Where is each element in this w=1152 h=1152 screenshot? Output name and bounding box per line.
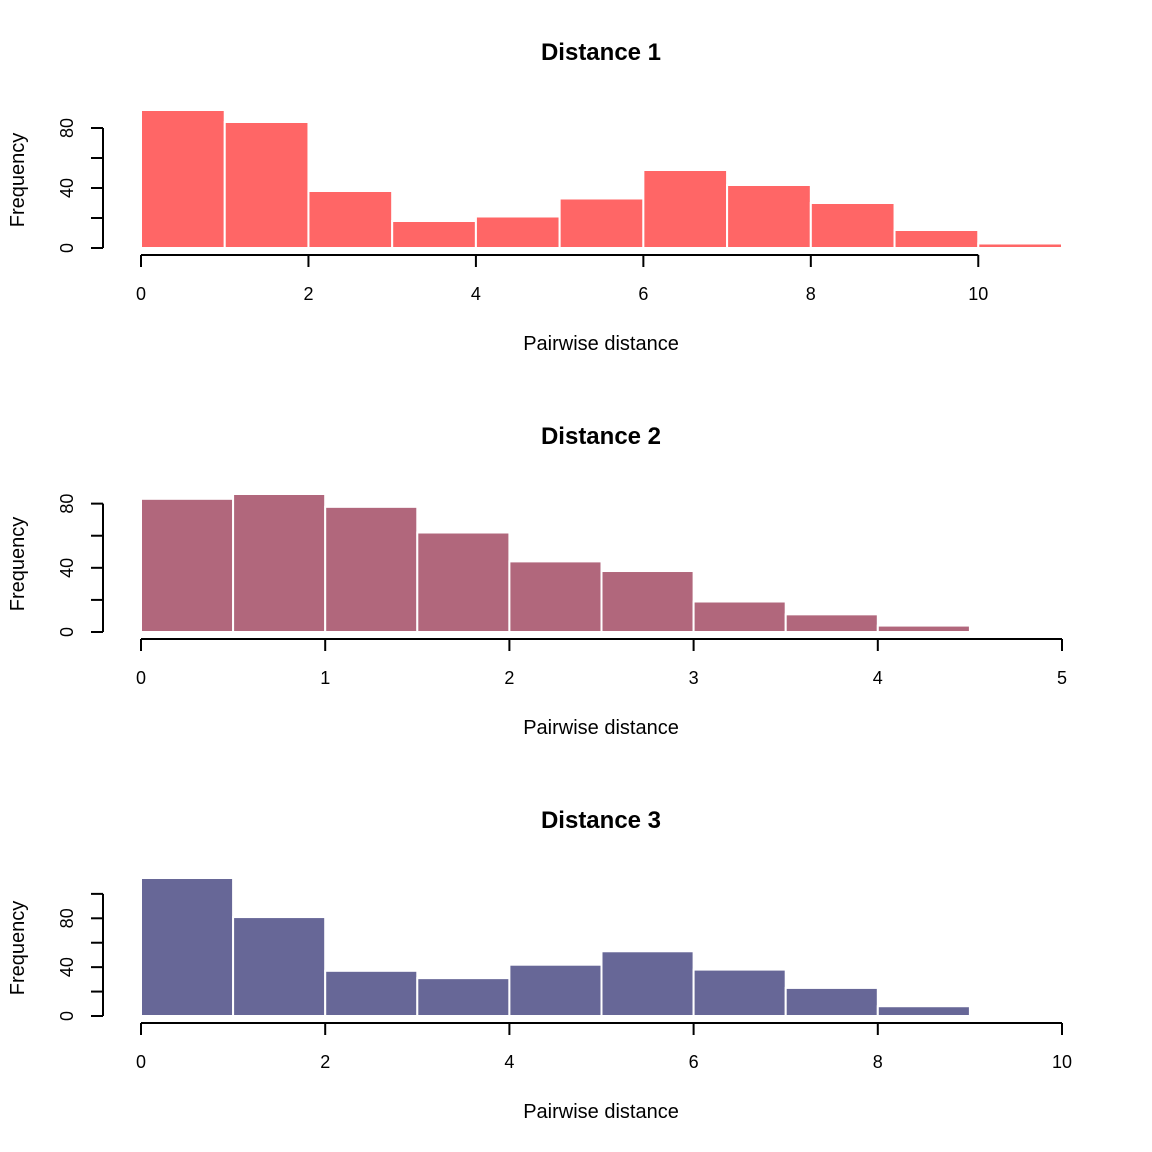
y-axis-label: Frequency [7,901,29,996]
histogram-bar [324,505,419,634]
histogram-bar [508,963,603,1017]
histogram-bar [232,916,327,1018]
histogram-bar [307,190,394,249]
x-tick-label: 4 [471,284,481,304]
x-tick-label: 10 [1052,1052,1072,1072]
chart-title: Distance 1 [541,39,661,66]
y-tick-label: 0 [57,627,77,637]
y-axis-label: Frequency [7,133,29,228]
x-tick-label: 4 [873,668,883,688]
histogram-bar [876,624,971,634]
x-tick-label: 6 [689,1052,699,1072]
histogram-bar [391,220,477,249]
x-tick-label: 6 [638,284,648,304]
x-tick-label: 2 [320,1052,330,1072]
histogram-bar [977,242,1063,249]
histogram-bar [558,197,645,249]
x-tick-label: 5 [1057,668,1067,688]
x-tick-label: 4 [504,1052,514,1072]
histogram-bar [692,968,787,1017]
histogram-bar [784,613,879,633]
y-tick-label: 80 [57,118,77,138]
x-tick-label: 0 [136,1052,146,1072]
y-tick-label: 40 [57,558,77,578]
histogram-bar [726,184,812,249]
histogram-bar [642,169,729,249]
histogram-bar [223,121,310,249]
y-tick-label: 80 [57,908,77,928]
x-tick-label: 0 [136,284,146,304]
x-axis-label: Pairwise distance [523,1101,679,1123]
x-tick-label: 3 [689,668,699,688]
x-tick-label: 8 [806,284,816,304]
histogram-bar [416,531,511,634]
y-tick-label: 40 [57,957,77,977]
histogram-bar [416,977,511,1018]
histogram-bar [140,109,226,249]
y-tick-label: 40 [57,178,77,198]
histogram-bar [474,215,561,249]
histogram-bar [508,560,603,633]
x-tick-label: 8 [873,1052,883,1072]
histogram-bar [876,1005,971,1018]
x-axis-label: Pairwise distance [523,333,679,355]
x-tick-label: 10 [968,284,988,304]
histogram-bar [140,877,235,1017]
histogram-bar [600,570,695,633]
x-tick-label: 2 [303,284,313,304]
histogram-panel-3: Distance 3 0 2 4 6 8 10 Pairwise distance 0 40 80 F… [7,807,1072,1123]
chart-title: Distance 3 [541,807,661,834]
y-tick-label: 0 [57,1011,77,1021]
histogram-bar [600,950,695,1018]
histogram-bar [692,600,787,634]
histogram-bar [232,493,327,633]
histogram-panel-1: Distance 1 0 2 4 6 8 10 Pairwise distance 0 40 80 F… [7,39,1063,355]
histogram-bar [893,229,980,249]
chart-title: Distance 2 [541,423,661,450]
y-tick-label: 0 [57,243,77,253]
y-tick-label: 80 [57,494,77,514]
histogram-bar [324,969,419,1017]
x-tick-label: 2 [504,668,514,688]
x-tick-label: 0 [136,668,146,688]
histogram-bar [784,986,879,1017]
histogram-panel-2: Distance 2 0 1 2 3 4 5 Pairwise distance 0 40 80 Fr… [7,423,1067,739]
y-axis-label: Frequency [7,517,29,612]
x-axis-label: Pairwise distance [523,717,679,739]
histogram-bar [809,202,896,249]
x-tick-label: 1 [320,668,330,688]
histogram-bar [140,497,235,634]
